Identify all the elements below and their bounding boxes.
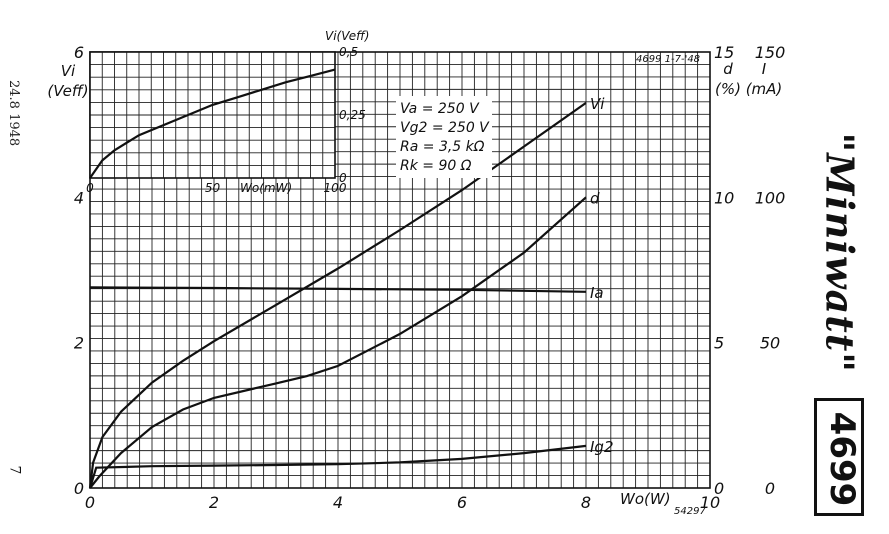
curve-label-d: d [590, 189, 600, 207]
condition-line: Rk = 90 Ω [400, 158, 472, 174]
curve-d [89, 196, 587, 489]
inset-frame [89, 51, 336, 179]
inset-x-tick: 100 [324, 181, 347, 195]
drawing-number: 54297 [674, 506, 706, 517]
main-grid [90, 52, 710, 488]
curve-label-Ig2: Ig2 [590, 438, 614, 456]
x-tick-label: 6 [457, 493, 467, 512]
right-axis-label-top: I [762, 60, 767, 78]
brand-logo: "Miniwatt" [800, 120, 880, 374]
inset-x-label: Wo(mW) [240, 181, 292, 195]
x-tick-label: 2 [209, 493, 219, 512]
x-tick-label: 10 [700, 493, 720, 512]
left-axis-label-top: Vi [61, 62, 76, 80]
condition-line: Ra = 3,5 kΩ [400, 139, 485, 155]
condition-line: Vg2 = 250 V [400, 120, 490, 136]
inset-y-tick: 0,5 [339, 45, 358, 59]
conditions-box: Va = 250 V Vg2 = 250 V Ra = 3,5 kΩ Rk = 90 … [396, 96, 492, 178]
mid-tick-label: 10 [714, 188, 734, 207]
side-date: 24.8 1948 [6, 80, 21, 147]
left-tick-label: 2 [74, 334, 84, 353]
mid-tick-label: 0 [714, 479, 724, 498]
inset-x-tick: 50 [205, 181, 221, 195]
condition-line: Va = 250 V [400, 101, 480, 117]
mid-tick-label: 5 [714, 334, 724, 353]
mid-axis-label-top: d [723, 60, 733, 78]
inset-y-tick: 0 [339, 171, 347, 185]
x-tick-label: 0 [85, 493, 95, 512]
inset-y-label: Vi(Veff) [325, 29, 369, 43]
plot-frame [89, 51, 711, 489]
right-tick-label: 100 [755, 188, 786, 207]
tube-number: 4699 [822, 411, 862, 507]
tube-number-box: 4699 [814, 398, 864, 516]
curves: Vi d Ia Ig2 [88, 95, 614, 489]
sheet-reference: 4699 1-7-'48 [636, 54, 700, 65]
x-tick-label: 8 [581, 493, 591, 512]
curve-Ia [89, 286, 587, 293]
left-axis-label-bottom: (Veff) [47, 82, 88, 100]
curve-label-Vi: Vi [590, 95, 605, 113]
mid-axis-label-bottom: (%) [715, 80, 741, 98]
x-tick-label: 4 [333, 493, 343, 512]
axis-ticks: 0 2 4 6 8 10Wo(W)0246051015050100150Vi(Veff)d… [47, 43, 785, 512]
conditions-background [396, 96, 492, 178]
left-tick-label: 6 [74, 43, 84, 62]
curve-Vi [88, 102, 587, 489]
curve-label-Ia: Ia [590, 284, 604, 302]
inset-y-tick: 0,25 [339, 108, 366, 122]
left-tick-label: 0 [74, 479, 84, 498]
mid-tick-label: 15 [714, 43, 734, 62]
curve-Ig2 [88, 444, 587, 489]
right-tick-label: 50 [760, 334, 780, 353]
x-axis-label: Wo(W) [620, 490, 671, 508]
inset-curve [89, 68, 336, 179]
right-tick-label: 0 [765, 479, 775, 498]
inset-x-tick: 0 [86, 181, 94, 195]
right-axis-label-bottom: (mA) [746, 80, 783, 98]
left-tick-label: 4 [74, 188, 84, 207]
brand-text: "Miniwatt" [817, 132, 863, 374]
right-tick-label: 150 [755, 43, 786, 62]
